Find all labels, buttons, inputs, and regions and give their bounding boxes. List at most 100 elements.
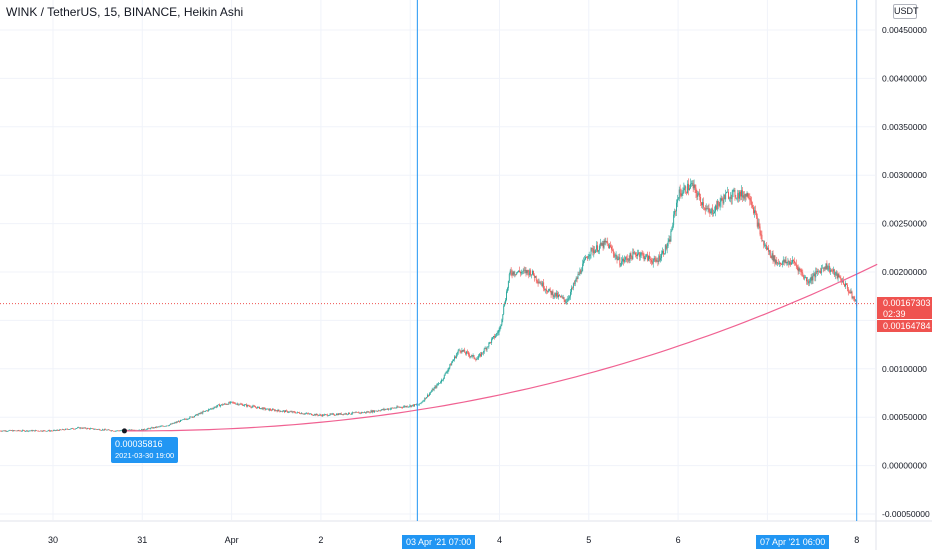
candle-body	[634, 252, 636, 254]
candle-body	[705, 208, 707, 210]
candle-body	[442, 378, 444, 380]
candle-body	[485, 348, 487, 350]
candle-body	[672, 225, 674, 230]
candle-body	[816, 271, 818, 273]
candle-body	[323, 414, 324, 416]
candle-body	[498, 330, 500, 333]
candle-body	[93, 429, 95, 430]
candle-body	[847, 288, 849, 293]
candle-body	[247, 404, 249, 406]
candle-body	[95, 428, 97, 430]
candle-body	[89, 428, 91, 430]
candle-body	[719, 202, 721, 206]
candle-body	[711, 208, 713, 211]
candle-body	[713, 212, 715, 214]
candle-body	[369, 412, 371, 414]
candle-body	[314, 414, 316, 416]
candle-body	[602, 243, 604, 248]
candle-body	[420, 402, 422, 404]
candle-body	[528, 271, 530, 276]
last-price-value: 0.00167303	[883, 298, 931, 308]
candle-body	[532, 270, 533, 275]
candle-body	[428, 394, 429, 396]
candle-body	[407, 406, 409, 408]
candle-body	[527, 270, 529, 272]
y-tick-label: 0.00200000	[882, 267, 927, 277]
candle-body	[158, 426, 160, 428]
curve-anchor-annotation[interactable]: 0.00035816 2021-03-30 19:00	[111, 437, 179, 463]
candle-body	[614, 255, 616, 257]
candle-body	[63, 429, 65, 431]
candle-body	[595, 249, 597, 253]
candle-body	[777, 262, 779, 264]
candle-body	[739, 191, 741, 199]
candle-body	[141, 429, 142, 431]
candle-body	[646, 254, 648, 255]
candle-body	[185, 419, 187, 420]
candle-body	[565, 302, 567, 303]
candle-body	[765, 245, 767, 246]
candle-body	[61, 429, 63, 431]
candle-body	[478, 355, 480, 359]
candle-body	[797, 267, 799, 272]
candle-body	[263, 407, 265, 409]
candle-body	[280, 411, 282, 413]
candle-body	[619, 257, 621, 266]
candle-body	[769, 250, 771, 257]
candle-body	[149, 428, 151, 429]
candle-body	[753, 207, 754, 214]
candle-body	[767, 247, 768, 250]
candle-body	[855, 300, 857, 301]
candle-body	[116, 430, 118, 432]
candle-body	[809, 280, 811, 283]
candle-body	[426, 397, 428, 399]
candle-body	[729, 196, 731, 199]
candle-body	[259, 408, 261, 409]
x-tick-label: 5	[586, 535, 591, 545]
candle-body	[14, 430, 16, 432]
candle-body	[3, 430, 5, 432]
candle-body	[594, 250, 596, 253]
candle-body	[28, 430, 30, 432]
candle-body	[194, 416, 195, 417]
candle-body	[806, 277, 807, 282]
candle-body	[522, 269, 524, 272]
candle-body	[36, 430, 38, 431]
candle-body	[676, 202, 677, 212]
candle-body	[396, 406, 398, 408]
candle-body	[666, 246, 668, 249]
candle-body	[345, 413, 347, 415]
candle-body	[37, 430, 39, 432]
candle-body	[440, 382, 442, 384]
candle-body	[453, 359, 455, 362]
candle-body	[376, 410, 377, 412]
y-tick-label: 0.00000000	[882, 461, 927, 471]
candle-body	[523, 269, 525, 271]
candle-body	[840, 278, 842, 281]
candle-body	[716, 200, 718, 210]
candle-body	[104, 429, 106, 430]
candle-body	[558, 294, 560, 296]
candle-body	[681, 193, 683, 196]
candle-body	[372, 410, 374, 413]
candle-body	[238, 404, 240, 406]
candle-body	[23, 430, 25, 431]
candle-body	[384, 408, 386, 410]
candle-body	[283, 410, 285, 412]
candle-body	[258, 406, 259, 408]
candle-body	[701, 202, 702, 206]
candle-body	[340, 413, 342, 415]
candle-body	[745, 194, 747, 197]
candle-body	[25, 430, 27, 432]
candle-body	[743, 195, 745, 199]
candle-body	[834, 272, 836, 276]
candle-body	[610, 245, 611, 247]
candle-body	[458, 349, 460, 351]
candle-body	[175, 422, 177, 423]
candle-body	[642, 253, 644, 255]
currency-button[interactable]: USDT	[893, 4, 919, 19]
candle-body	[427, 394, 429, 398]
candle-body	[708, 208, 710, 212]
candle-body	[72, 428, 74, 429]
